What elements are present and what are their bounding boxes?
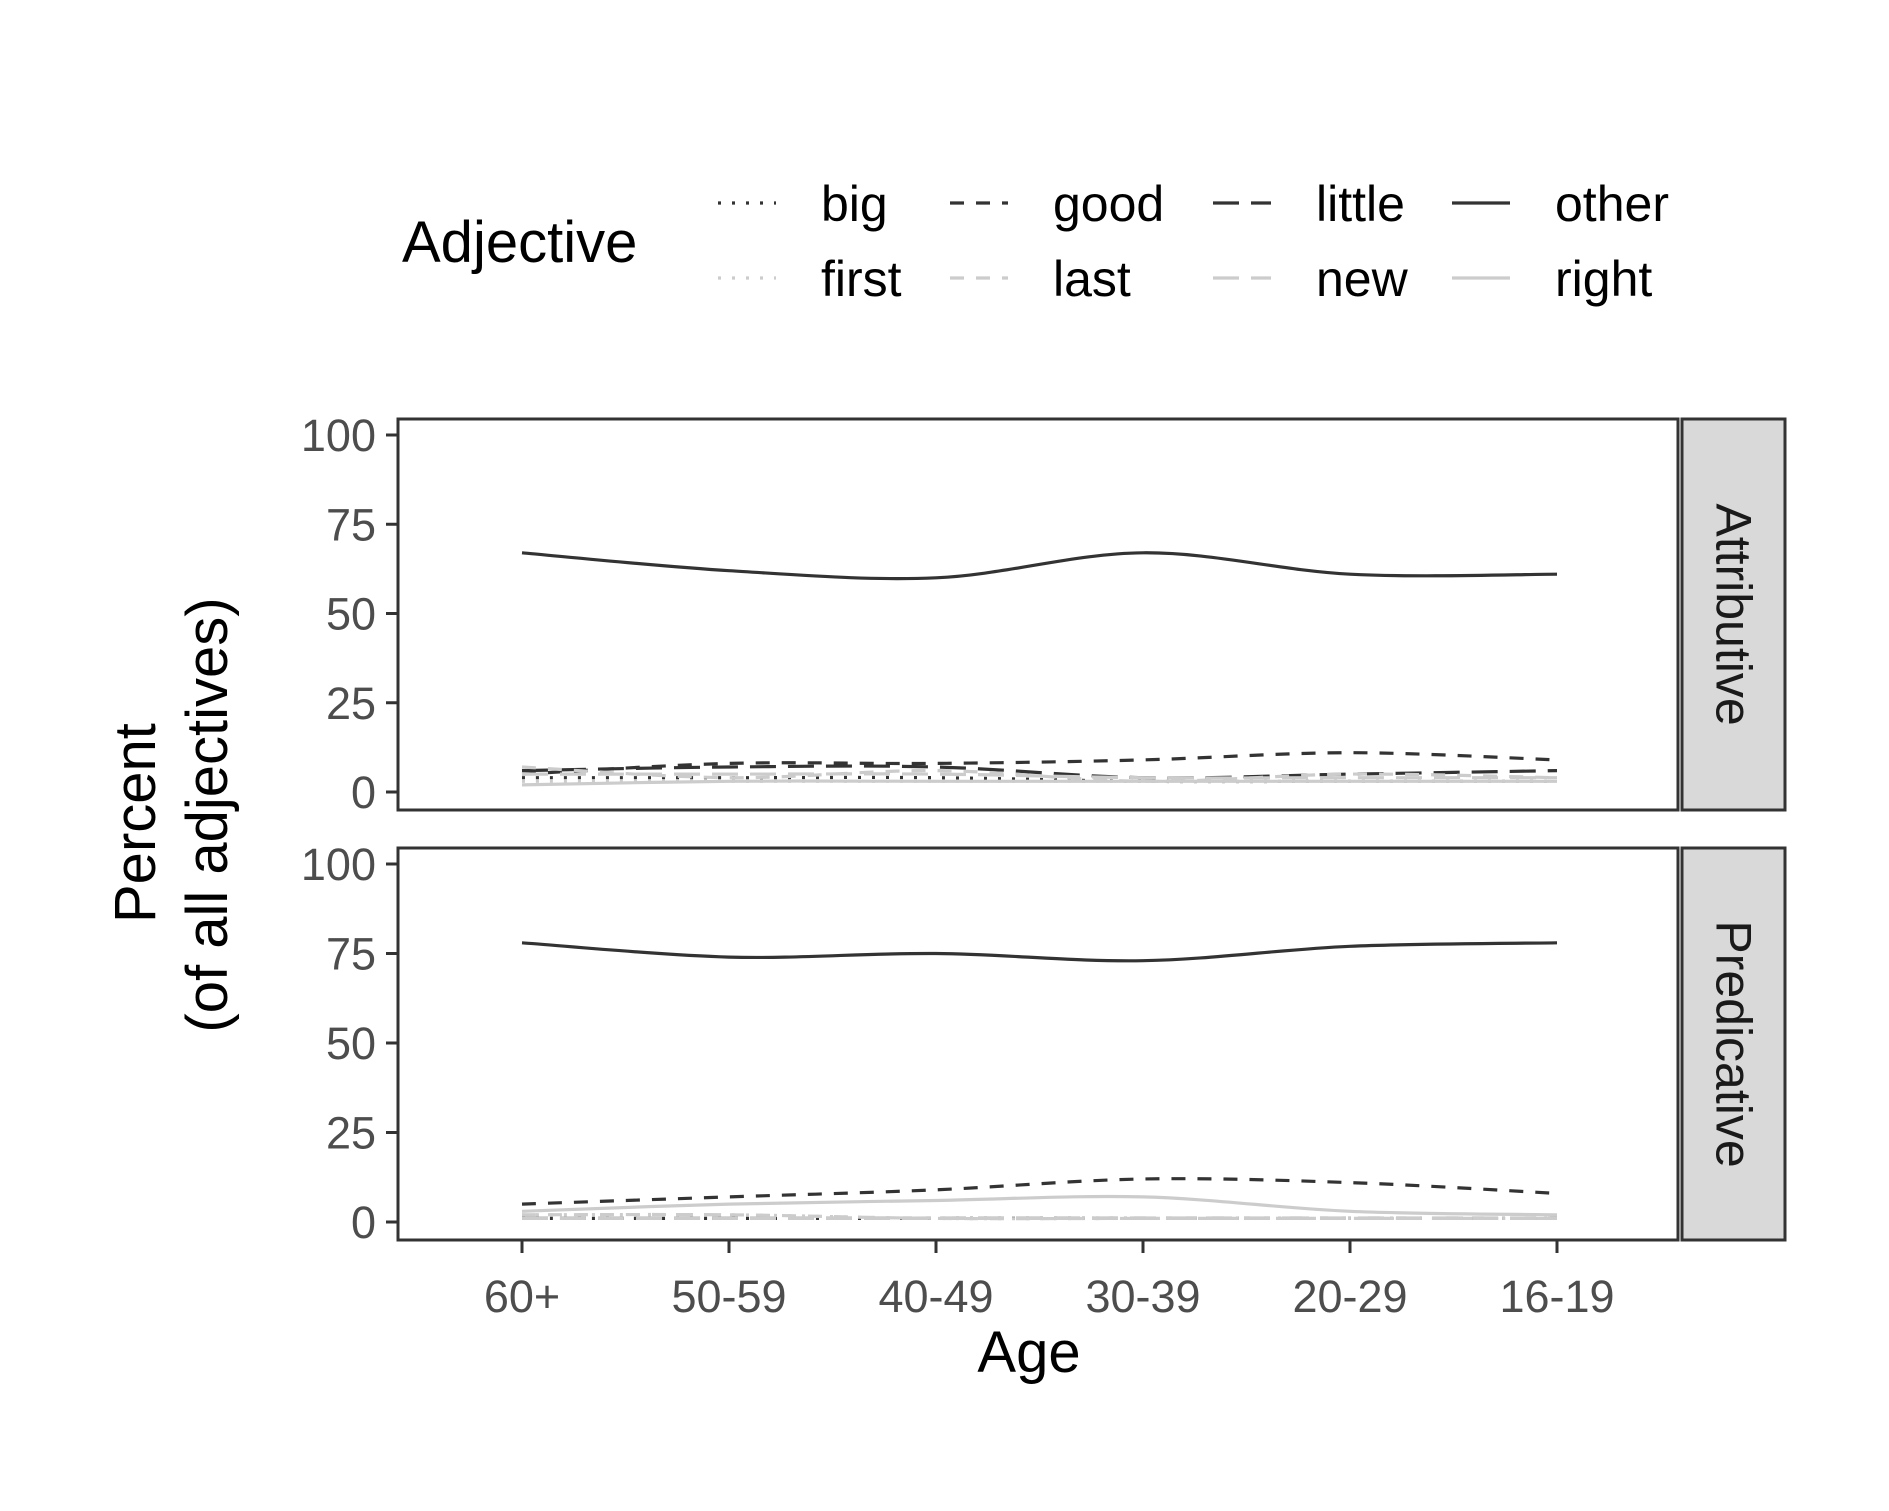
legend-label: new xyxy=(1316,251,1409,307)
y-tick-label: 25 xyxy=(326,678,376,729)
legend-item-new: new xyxy=(1213,251,1409,307)
y-axis-title-line-2: (of all adjectives) xyxy=(175,597,240,1032)
chart-panels: 0 25 50 75 100 Attributive 0 25 50 75 100 Predicati… xyxy=(301,410,1787,1322)
strip-label: Predicative xyxy=(1706,920,1762,1167)
x-tick-label: 30-39 xyxy=(1085,1271,1200,1322)
legend-label: good xyxy=(1053,176,1164,232)
legend-label: right xyxy=(1555,251,1652,307)
panel-attributive: 0 25 50 75 100 Attributive xyxy=(301,410,1787,818)
y-tick-label: 100 xyxy=(301,410,376,461)
x-tick-label: 50-59 xyxy=(671,1271,786,1322)
series-line-other xyxy=(521,551,1558,581)
panel-frame xyxy=(396,417,1680,812)
panel-frame xyxy=(396,846,1680,1242)
series-line-other xyxy=(521,941,1558,963)
legend-item-last: last xyxy=(950,251,1131,307)
strip-attributive xyxy=(1680,417,1787,812)
x-tick-label: 60+ xyxy=(484,1271,560,1322)
legend-label: first xyxy=(821,251,902,307)
x-tick-label: 20-29 xyxy=(1292,1271,1407,1322)
legend-item-good: good xyxy=(950,176,1164,232)
series-line-new xyxy=(521,772,1557,780)
y-tick-label: 75 xyxy=(326,499,376,550)
x-axis: 60+ 50-59 40-49 30-39 20-29 16-19 xyxy=(398,1238,1678,1322)
legend-item-big: big xyxy=(718,176,888,232)
legend-item-other: other xyxy=(1452,176,1669,232)
legend-title: Adjective xyxy=(402,210,637,275)
y-tick-label: 25 xyxy=(326,1108,376,1159)
x-tick-label: 16-19 xyxy=(1499,1271,1614,1322)
series-line-right xyxy=(521,1194,1558,1217)
legend-label: little xyxy=(1316,176,1405,232)
legend-item-first: first xyxy=(718,251,902,307)
y-tick-label: 0 xyxy=(351,767,376,818)
series-line-little xyxy=(521,764,1558,780)
legend: Adjective big good little other first last new r… xyxy=(402,176,1669,307)
strip-predicative xyxy=(1680,846,1787,1242)
legend-item-little: little xyxy=(1213,176,1405,232)
x-axis-title: Age xyxy=(977,1320,1080,1385)
y-tick-label: 50 xyxy=(326,589,376,640)
strip-label: Attributive xyxy=(1706,503,1762,725)
legend-label: other xyxy=(1555,176,1669,232)
legend-label: big xyxy=(821,176,888,232)
series-lines xyxy=(521,941,1558,1221)
y-axis-title-line-1: Percent xyxy=(103,723,168,923)
y-tick-label: 100 xyxy=(301,839,376,890)
y-tick-label: 50 xyxy=(326,1018,376,1069)
y-tick-label: 0 xyxy=(351,1197,376,1248)
panel-predicative: 0 25 50 75 100 Predicative xyxy=(301,839,1787,1248)
y-axis-title: Percent (of all adjectives) xyxy=(103,597,240,1032)
y-tick-label: 75 xyxy=(326,929,376,980)
legend-item-right: right xyxy=(1452,251,1652,307)
x-tick-label: 40-49 xyxy=(878,1271,993,1322)
series-lines xyxy=(521,551,1558,787)
series-line-right xyxy=(521,779,1557,787)
legend-label: last xyxy=(1053,251,1131,307)
